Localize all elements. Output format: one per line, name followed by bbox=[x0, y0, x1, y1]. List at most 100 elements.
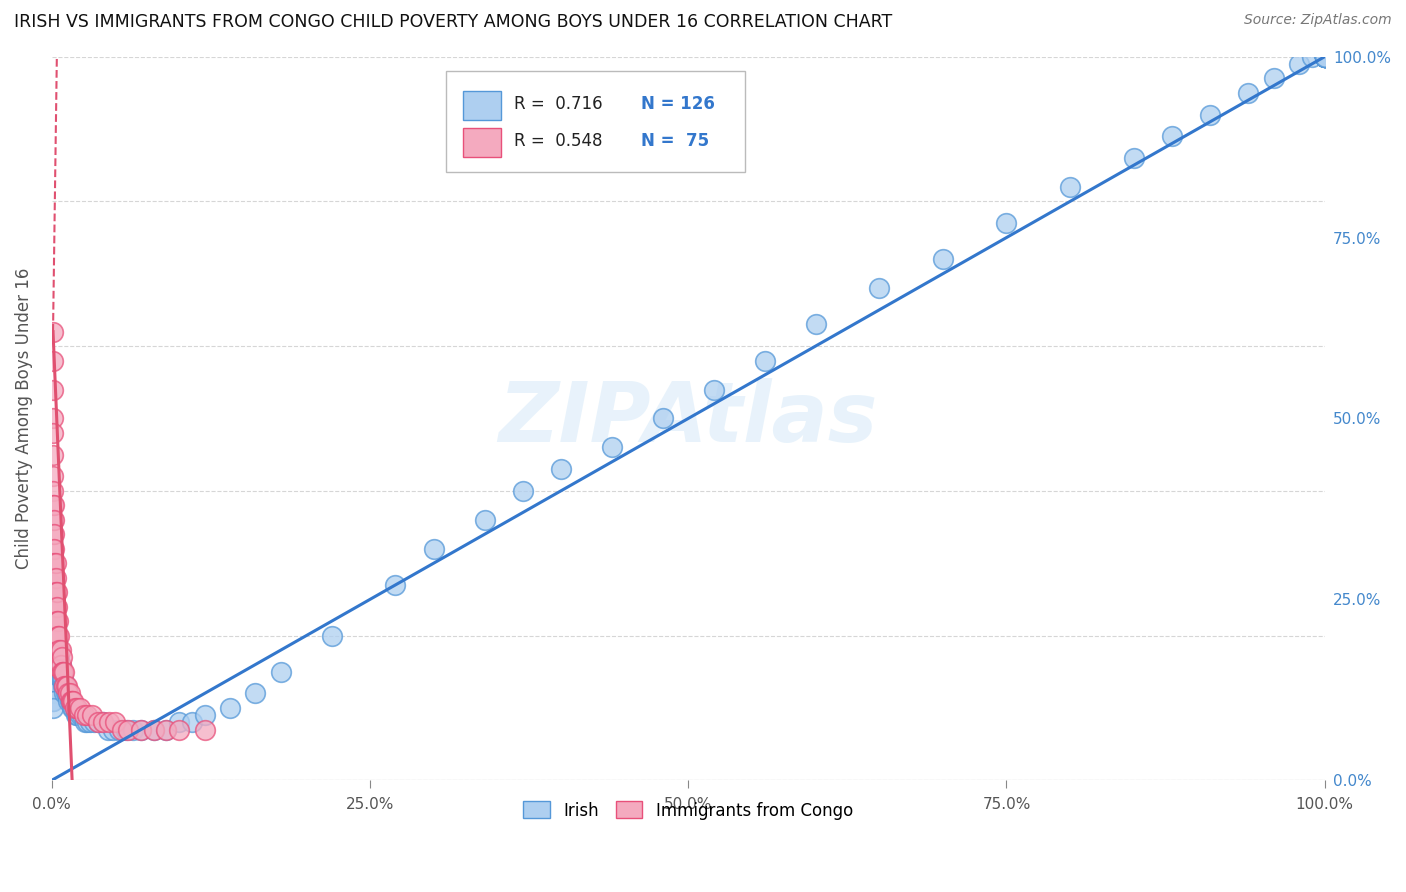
Point bbox=[45, 629, 67, 643]
Point bbox=[804, 318, 827, 332]
Point bbox=[53, 686, 76, 700]
Point bbox=[42, 665, 65, 679]
Point bbox=[58, 694, 80, 708]
Point bbox=[45, 585, 67, 599]
Point bbox=[46, 614, 69, 628]
Point bbox=[44, 599, 66, 614]
Point bbox=[52, 679, 75, 693]
Point bbox=[51, 672, 73, 686]
Point bbox=[474, 513, 496, 527]
Point bbox=[42, 679, 65, 693]
Bar bbox=[463, 128, 501, 157]
Point bbox=[45, 614, 67, 628]
Point bbox=[1301, 50, 1323, 64]
Point bbox=[52, 665, 75, 679]
Point bbox=[42, 599, 65, 614]
Point bbox=[82, 708, 104, 723]
Point bbox=[45, 614, 67, 628]
Point bbox=[44, 607, 66, 621]
Point bbox=[45, 585, 67, 599]
Point bbox=[76, 708, 98, 723]
Point bbox=[45, 636, 67, 650]
Point bbox=[44, 629, 66, 643]
Point bbox=[42, 657, 65, 672]
Point bbox=[72, 708, 94, 723]
Point bbox=[42, 614, 65, 628]
Point bbox=[180, 715, 202, 730]
Point bbox=[45, 556, 67, 570]
Point bbox=[52, 672, 75, 686]
Point bbox=[55, 686, 77, 700]
Point bbox=[42, 483, 65, 498]
Point bbox=[73, 715, 96, 730]
Point bbox=[45, 621, 67, 635]
Point bbox=[868, 281, 890, 295]
Point bbox=[44, 556, 66, 570]
Point bbox=[46, 650, 69, 665]
Point bbox=[45, 643, 67, 657]
Point bbox=[44, 527, 66, 541]
Point bbox=[58, 694, 80, 708]
Point bbox=[600, 441, 623, 455]
Point bbox=[42, 636, 65, 650]
Point bbox=[42, 499, 65, 513]
Point bbox=[42, 650, 65, 665]
Point bbox=[1122, 151, 1144, 165]
Text: R =  0.548: R = 0.548 bbox=[513, 132, 602, 151]
Point bbox=[42, 694, 65, 708]
Point bbox=[86, 715, 108, 730]
Point bbox=[51, 665, 73, 679]
Point bbox=[167, 715, 190, 730]
Point bbox=[1161, 129, 1184, 144]
Point bbox=[42, 411, 65, 425]
Point bbox=[42, 383, 65, 397]
Text: N =  75: N = 75 bbox=[641, 132, 709, 151]
Point bbox=[1313, 50, 1336, 64]
Point bbox=[219, 701, 242, 715]
Point bbox=[46, 643, 69, 657]
Point bbox=[1313, 50, 1336, 64]
Point bbox=[59, 694, 82, 708]
Point bbox=[45, 643, 67, 657]
Point bbox=[550, 462, 572, 476]
Point bbox=[1288, 57, 1310, 71]
Point bbox=[42, 599, 65, 614]
Point bbox=[42, 585, 65, 599]
Point bbox=[1313, 50, 1336, 64]
Point bbox=[66, 701, 89, 715]
Point bbox=[651, 411, 673, 425]
Point bbox=[122, 723, 145, 737]
Point bbox=[48, 657, 70, 672]
Point bbox=[97, 723, 120, 737]
Point bbox=[155, 723, 177, 737]
Point bbox=[1313, 50, 1336, 64]
Point bbox=[59, 694, 82, 708]
Point bbox=[155, 723, 177, 737]
Point bbox=[44, 650, 66, 665]
Point bbox=[53, 679, 76, 693]
Point bbox=[42, 694, 65, 708]
Point bbox=[86, 715, 108, 730]
Point bbox=[44, 571, 66, 585]
Point bbox=[42, 556, 65, 570]
Point bbox=[53, 665, 76, 679]
Point bbox=[42, 607, 65, 621]
Point bbox=[72, 708, 94, 723]
Point bbox=[48, 650, 70, 665]
Point bbox=[42, 629, 65, 643]
Point bbox=[42, 571, 65, 585]
Text: IRISH VS IMMIGRANTS FROM CONGO CHILD POVERTY AMONG BOYS UNDER 16 CORRELATION CHA: IRISH VS IMMIGRANTS FROM CONGO CHILD POV… bbox=[14, 13, 893, 31]
Point bbox=[1199, 107, 1222, 121]
Point bbox=[42, 621, 65, 635]
Point bbox=[754, 353, 776, 368]
Point bbox=[42, 325, 65, 339]
Point bbox=[69, 708, 91, 723]
Point bbox=[1237, 86, 1260, 100]
Point bbox=[1313, 50, 1336, 64]
Point bbox=[108, 723, 131, 737]
Point bbox=[45, 571, 67, 585]
Point bbox=[1313, 50, 1336, 64]
Point bbox=[51, 650, 73, 665]
Point bbox=[65, 708, 87, 723]
Point bbox=[44, 643, 66, 657]
